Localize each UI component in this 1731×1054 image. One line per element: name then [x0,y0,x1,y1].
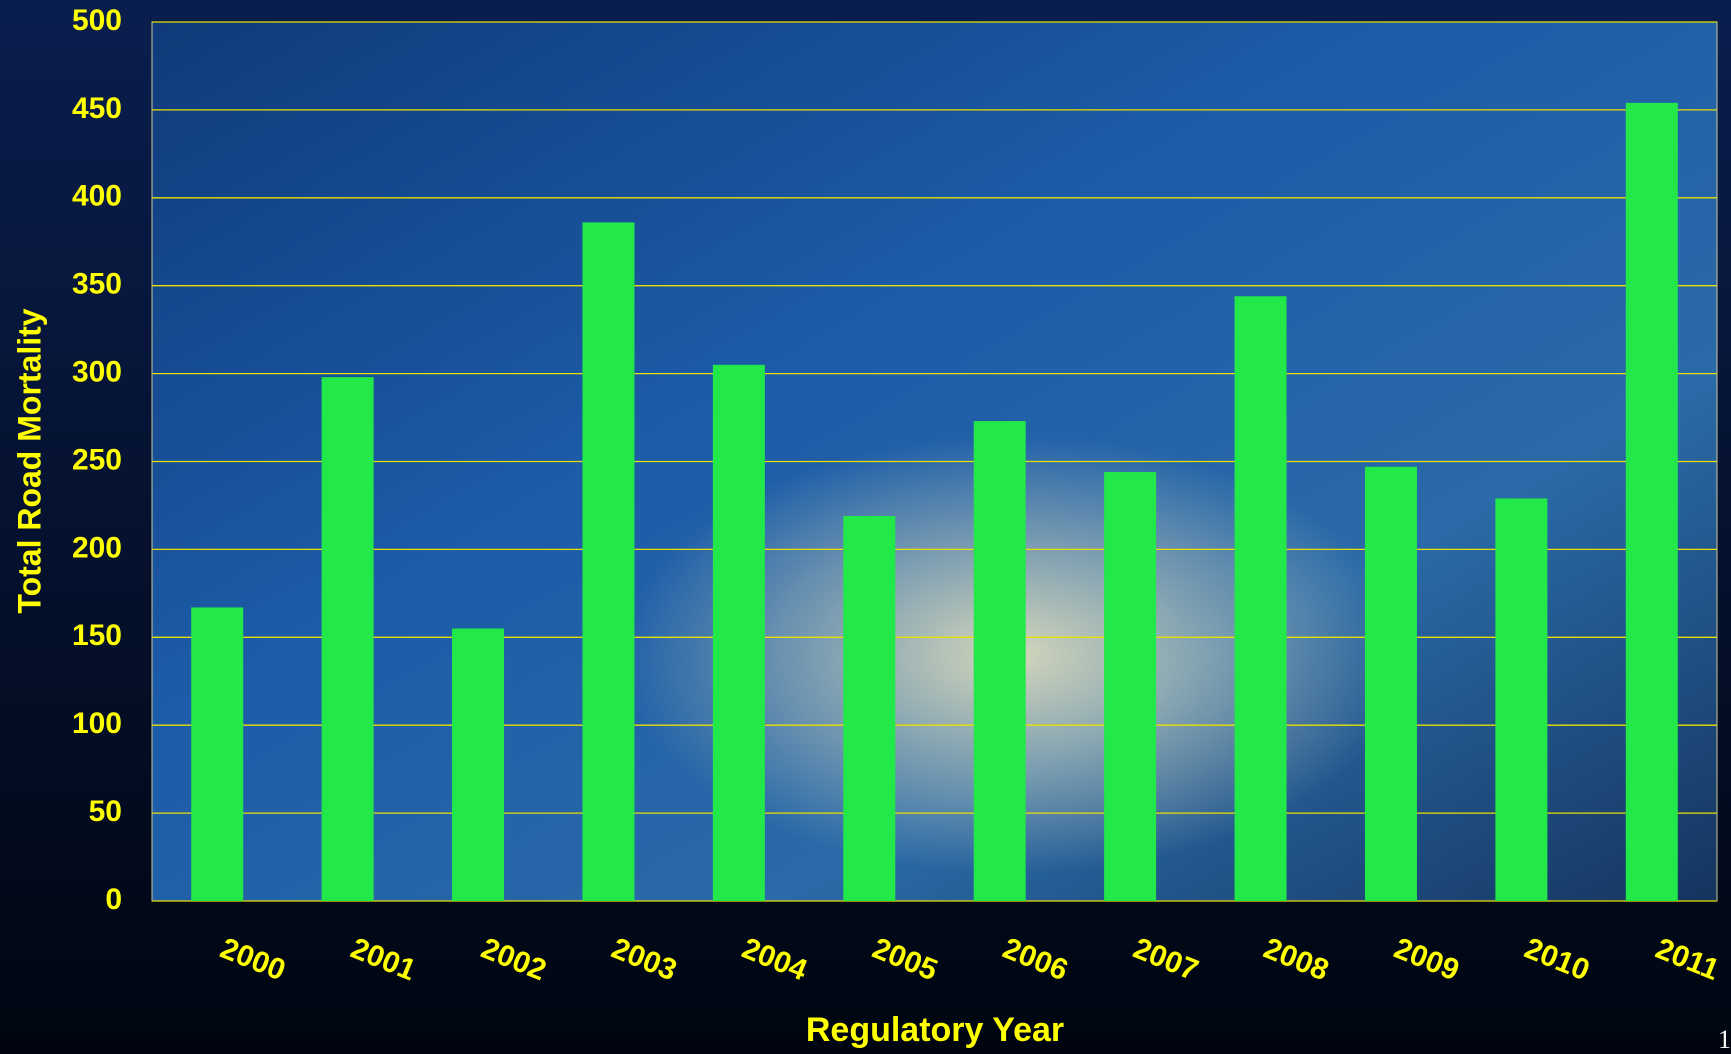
y-tick-label: 450 [72,92,122,125]
bar [1495,498,1548,901]
bar [1625,102,1678,902]
bar [1364,466,1417,901]
y-tick-label: 350 [72,268,122,301]
y-tick-label: 150 [72,619,122,652]
bar [973,421,1026,901]
bar [321,377,374,902]
y-tick-label: 50 [89,795,122,828]
y-tick-label: 400 [72,180,122,213]
y-tick-label: 200 [72,531,122,564]
y-tick-label: 250 [72,443,122,476]
x-axis-title: Regulatory Year [806,1011,1064,1049]
bar [582,222,635,902]
y-axis-title: Total Road Mortality [11,308,47,613]
bar [1104,472,1157,901]
page-number: 1 [1718,1025,1731,1054]
y-tick-label: 500 [72,4,122,37]
bar [191,607,244,901]
y-tick-label: 0 [105,883,122,916]
y-tick-label: 300 [72,356,122,389]
bar [712,364,765,901]
y-tick-label: 100 [72,707,122,740]
bar [1234,296,1287,901]
bar [843,515,896,901]
bar [452,628,505,901]
